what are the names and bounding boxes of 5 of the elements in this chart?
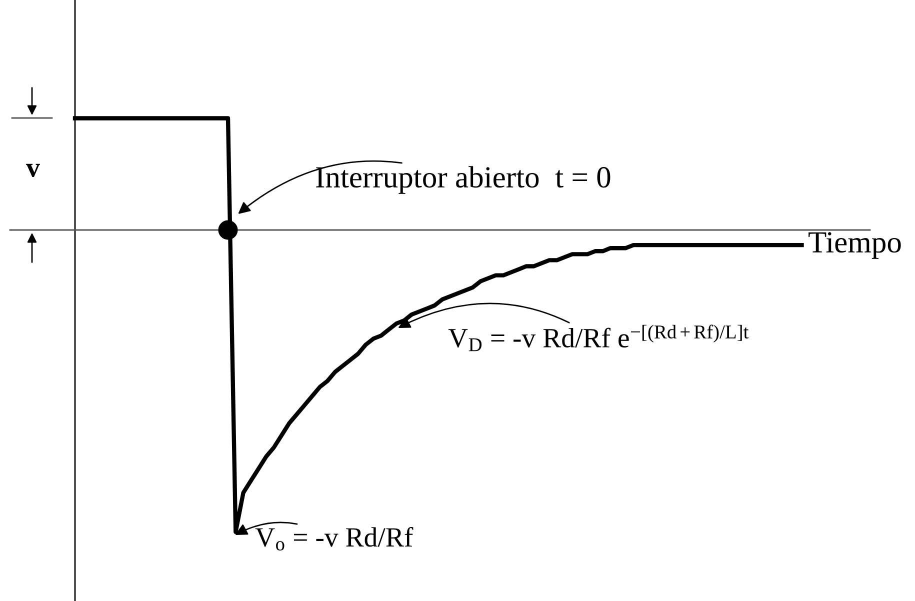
x-axis-title: Tiempo	[808, 232, 901, 259]
annotation: Interruptor abierto t = 0	[316, 166, 610, 194]
annotation: V$_{o}$ = -v Rd/Rf	[255, 526, 414, 551]
text: v	[26, 164, 40, 177]
annotation: V$_{D}$ = -v Rd/Rf e$^{−[(Rd+Rf)/L]t}$	[448, 324, 749, 352]
